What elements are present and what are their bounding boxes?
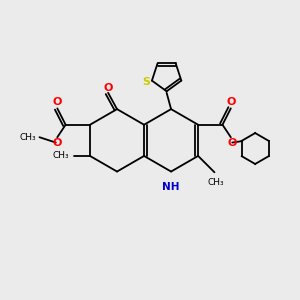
Text: CH₃: CH₃ bbox=[208, 178, 224, 187]
Text: O: O bbox=[226, 98, 236, 107]
Text: O: O bbox=[103, 83, 113, 93]
Text: CH₃: CH₃ bbox=[19, 133, 36, 142]
Text: NH: NH bbox=[162, 182, 180, 192]
Text: O: O bbox=[52, 138, 62, 148]
Text: S: S bbox=[142, 77, 151, 87]
Text: O: O bbox=[228, 138, 237, 148]
Text: CH₃: CH₃ bbox=[52, 152, 69, 160]
Text: O: O bbox=[52, 98, 62, 107]
